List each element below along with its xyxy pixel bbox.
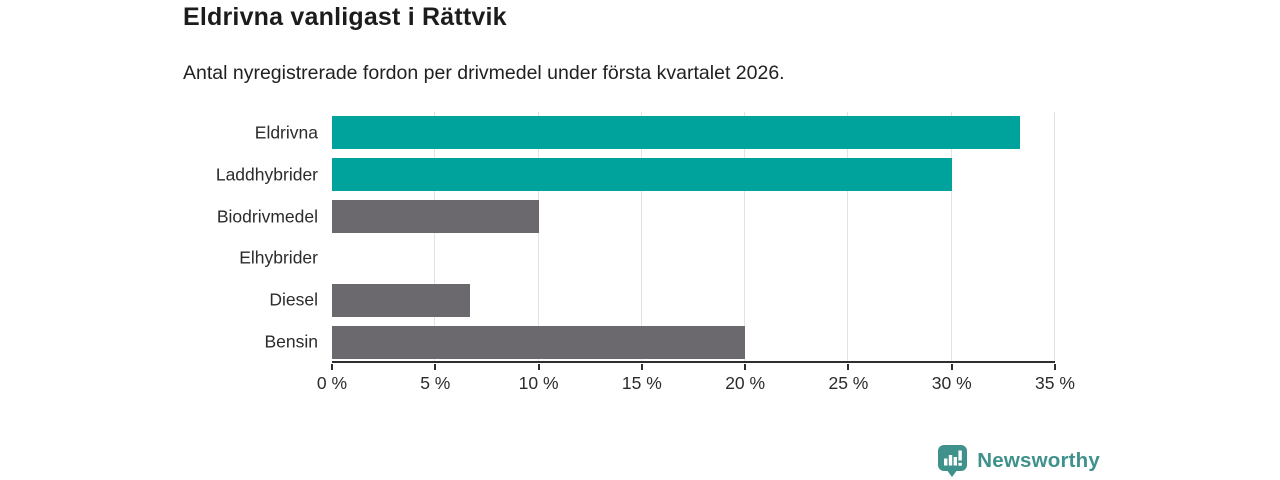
axis-tick [537,364,540,370]
axis-tick-label: 10 % [518,373,559,393]
axis-tick-label: 5 % [420,373,451,393]
bar [332,200,539,234]
category-label: Eldrivna [254,122,318,143]
category-label: Diesel [269,289,318,310]
gridline [847,112,849,361]
bar [332,325,746,359]
brand-name: Newsworthy [977,448,1100,472]
axis-tick-label: 30 % [931,373,972,393]
axis-tick-label: 15 % [621,373,662,393]
axis-tick-label: 20 % [725,373,766,393]
chart-subtitle: Antal nyregistrerade fordon per drivmede… [183,62,785,84]
axis-tick [744,364,747,370]
axis-tick [1054,364,1056,370]
bar [332,283,471,317]
axis-tick [640,364,643,370]
category-labels: Eldrivna Laddhybrider Biodrivmedel Elhybrid… [0,112,318,363]
plot-area [332,112,1055,363]
chart-title: Eldrivna vanligast i Rättvik [183,3,507,31]
gridline [744,112,746,361]
gridline [434,112,436,361]
category-label: Elhybrider [239,247,318,268]
gridline [950,112,952,361]
axis-tick-label: 35 % [1035,373,1075,393]
axis-tick-label: 25 % [828,373,869,393]
bar [332,158,952,192]
gridline [537,112,539,361]
gridline [1054,112,1055,361]
category-label: Laddhybrider [215,164,318,185]
bar [332,116,1020,150]
axis-tick [847,364,850,370]
newsworthy-logo-icon [938,445,968,477]
category-label: Bensin [264,331,318,352]
category-label: Biodrivmedel [216,206,318,227]
axis-tick [950,364,953,370]
brand-logo: Newsworthy [937,444,1100,477]
axis-tick-label: 0 % [316,373,348,393]
x-axis: 0 % 5 % 10 % 15 % 20 % 25 % 30 % 35 % [317,363,1075,403]
axis-tick [434,364,437,370]
bar-chart: Eldrivna Laddhybrider Biodrivmedel Elhybrid… [0,112,1055,363]
gridline [640,112,642,361]
axis-tick [331,364,333,370]
